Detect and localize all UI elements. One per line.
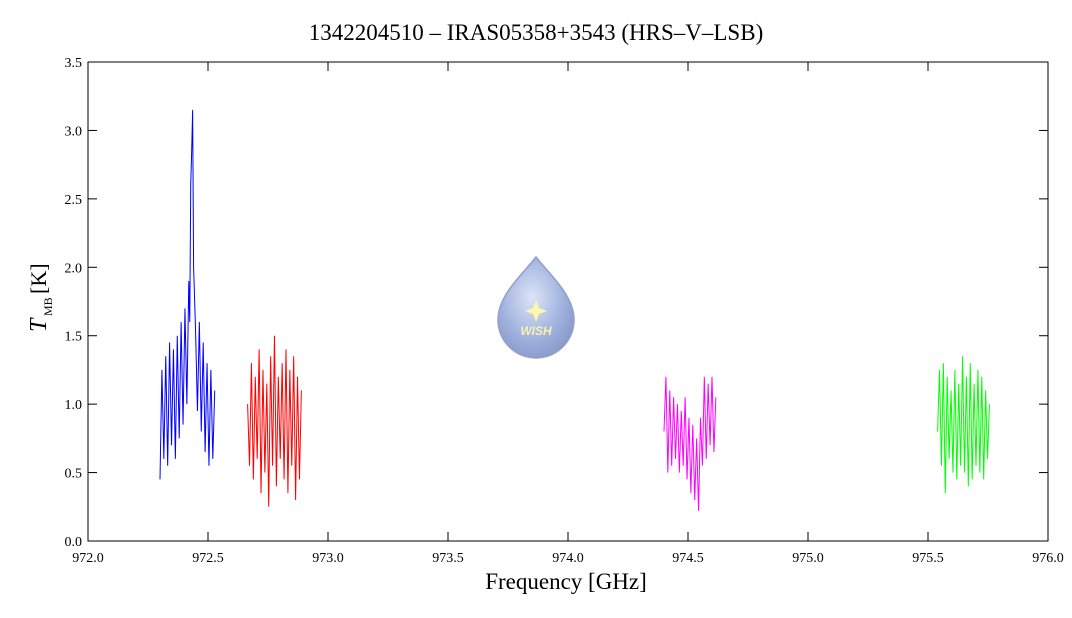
y-label-sub: MB <box>41 297 55 316</box>
spectrum-line <box>937 356 990 494</box>
x-tick-label: 975.0 <box>792 551 824 566</box>
plot-area <box>159 109 990 511</box>
x-tick-label: 976.0 <box>1032 551 1064 566</box>
y-axis-label: T MB [K] <box>26 263 55 332</box>
spectrum-line <box>247 335 302 507</box>
y-tick-label: 2.5 <box>65 193 83 208</box>
x-tick-label: 974.0 <box>552 551 584 566</box>
logo-star <box>525 300 547 322</box>
x-tick-label: 973.0 <box>312 551 344 566</box>
y-tick-label: 0.0 <box>65 535 83 550</box>
y-tick-label: 3.5 <box>65 56 83 71</box>
logo-text: WISH <box>520 324 552 338</box>
x-tick-label: 973.5 <box>432 551 464 566</box>
logo: WISH <box>497 255 575 359</box>
x-tick-label: 972.0 <box>72 551 104 566</box>
chart-title: 1342204510 – IRAS05358+3543 (HRS–V–LSB) <box>309 20 763 45</box>
y-tick-label: 1.0 <box>65 398 83 413</box>
x-axis-label: Frequency [GHz] <box>485 569 647 594</box>
x-tick-label: 972.5 <box>192 551 224 566</box>
spectrum-line <box>159 109 216 480</box>
x-tick-label: 975.5 <box>912 551 944 566</box>
x-tick-label: 974.5 <box>672 551 704 566</box>
y-tick-label: 3.0 <box>65 124 83 139</box>
spectrum-line <box>663 376 717 511</box>
y-tick-label: 2.0 <box>65 261 83 276</box>
y-label-unit: [K] <box>26 263 51 294</box>
y-tick-label: 0.5 <box>65 467 83 482</box>
y-label-main: T <box>26 317 52 332</box>
y-tick-label: 1.5 <box>65 330 83 345</box>
